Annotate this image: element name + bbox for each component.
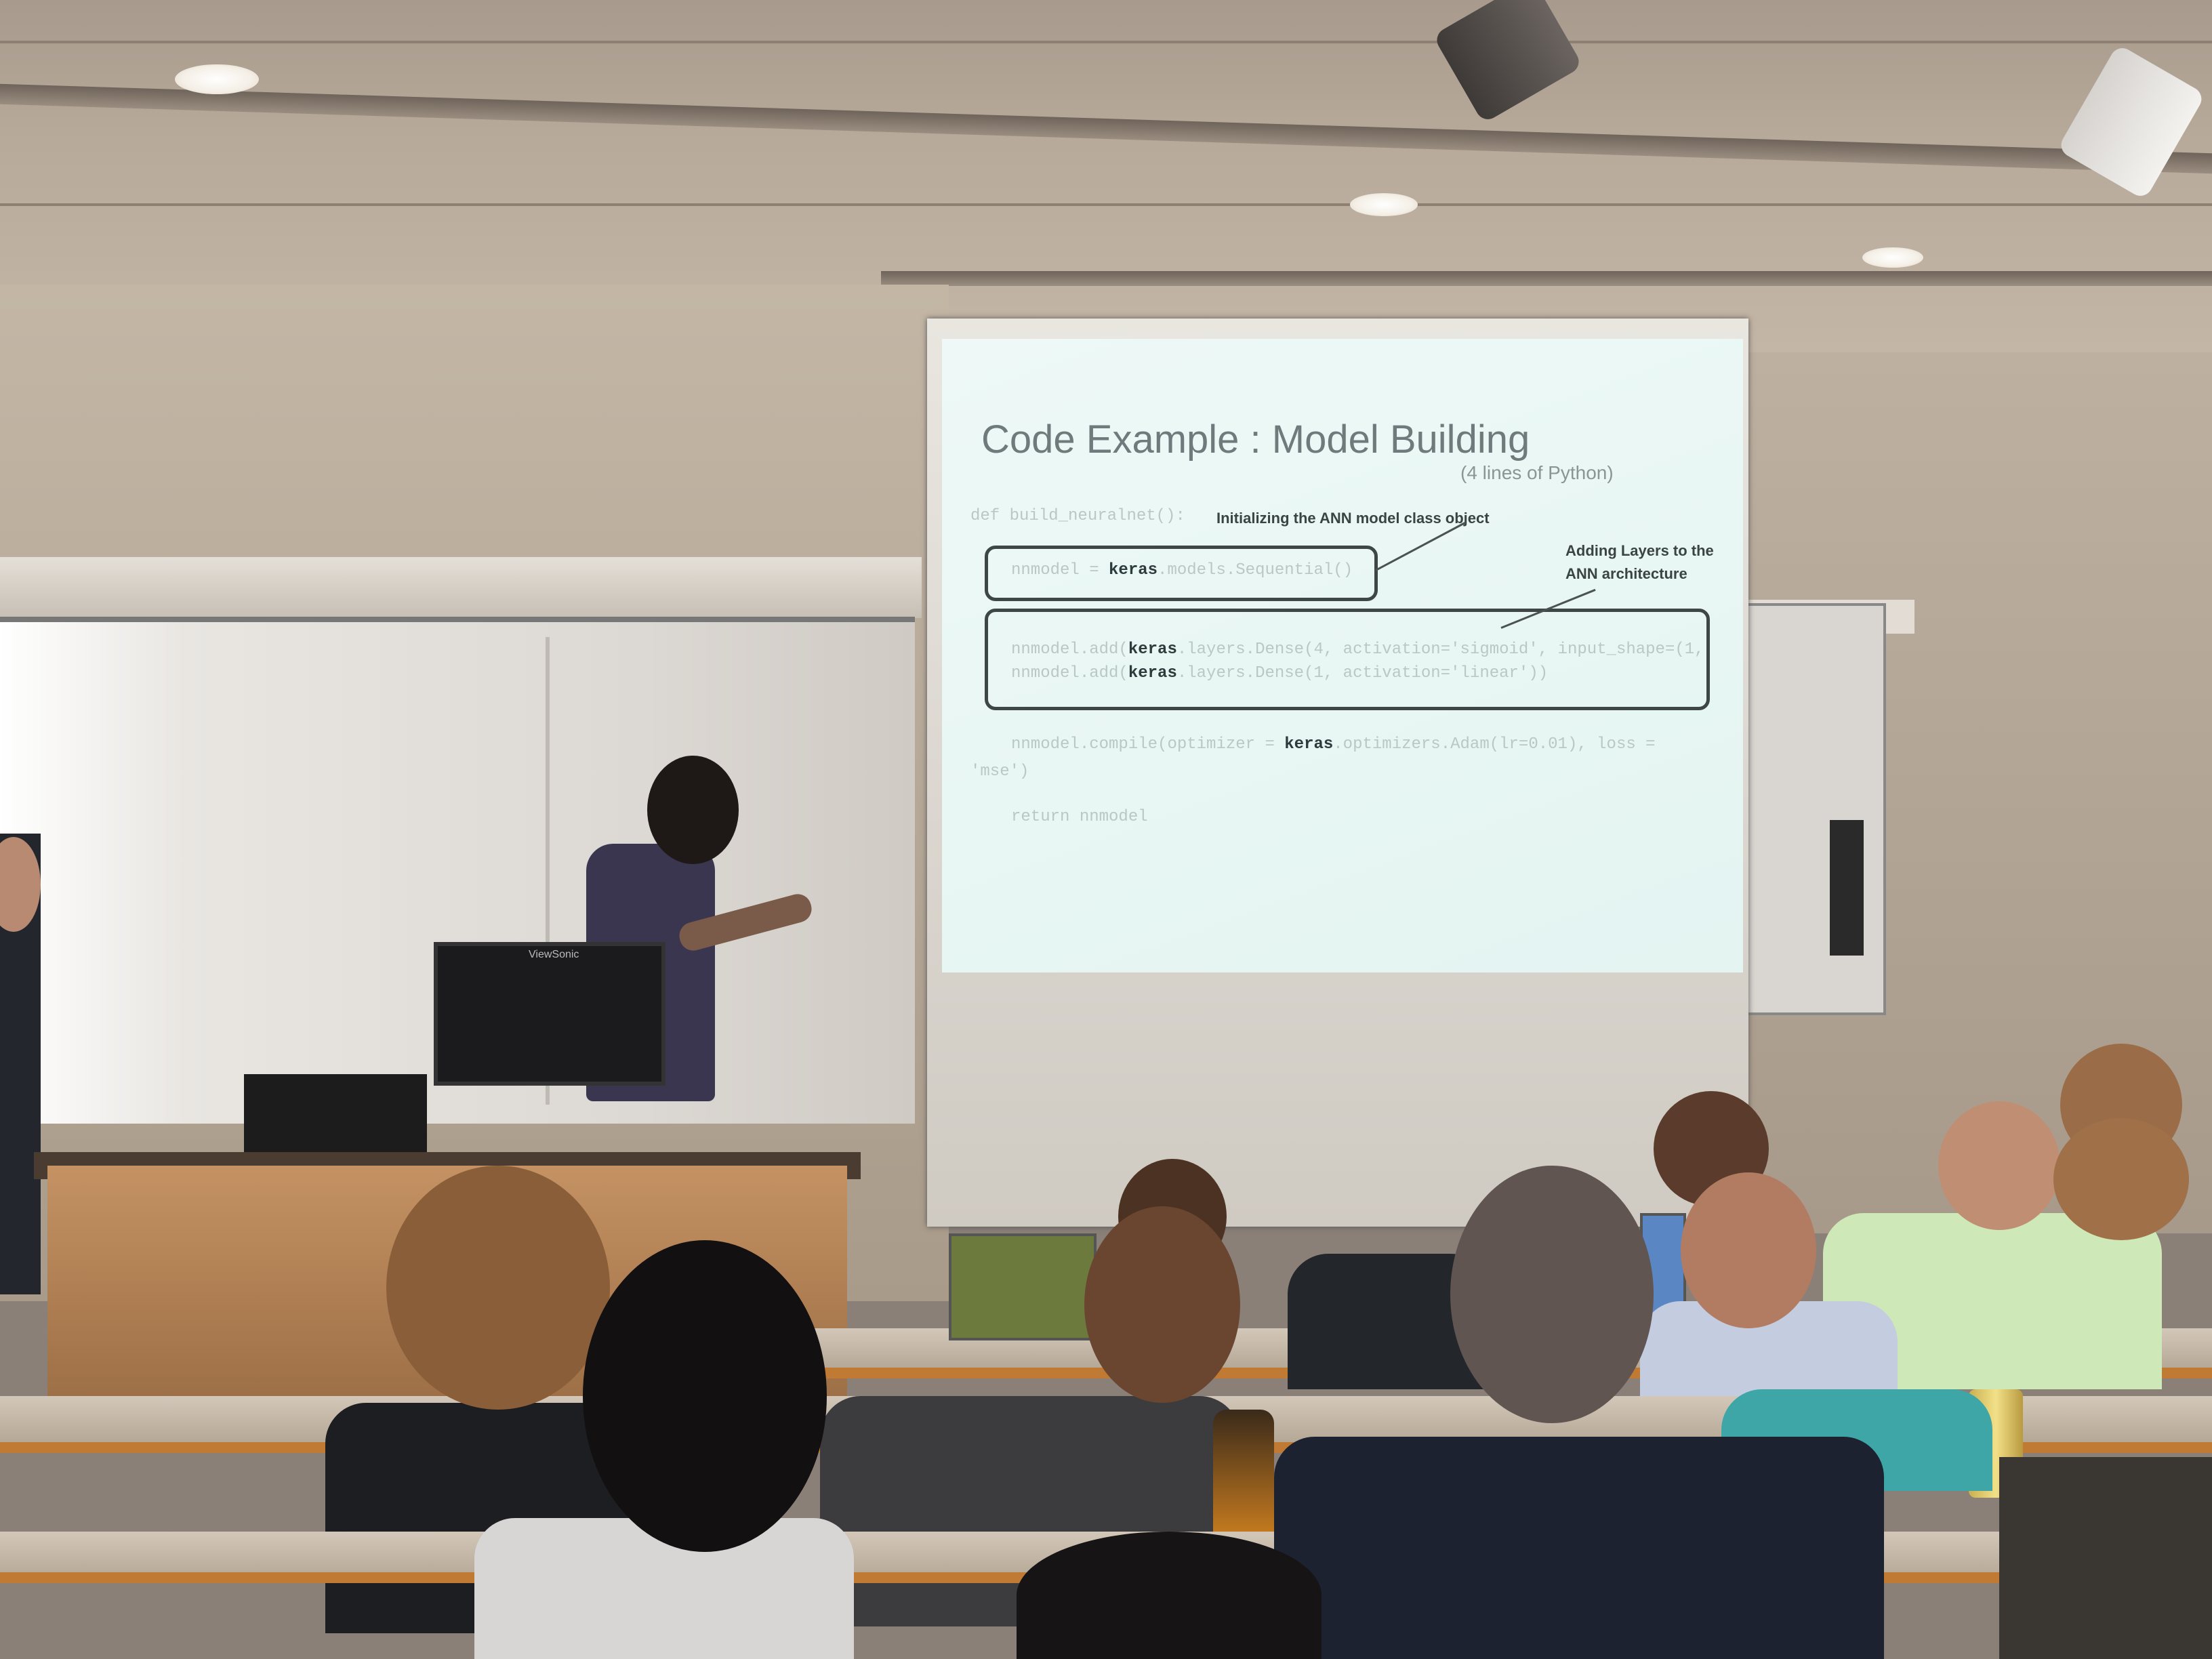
code-text: .optimizers.Adam(lr=0.01), loss = (1333, 735, 1656, 754)
ceiling-tile-line (0, 41, 2212, 43)
track-spotlight (1432, 0, 1584, 124)
code-text: .layers.Dense(1, activation='linear')) (1176, 664, 1549, 682)
whiteboard-shelf (0, 557, 922, 618)
code-def-line: def build_neuralnet(): (970, 507, 1185, 525)
code-text: nnmodel.add( (1011, 640, 1128, 659)
code-line-4: nnmodel.compile(optimizer = keras.optimi… (1011, 735, 1656, 754)
annotation-init: Initializing the ANN model class object (1216, 510, 1490, 527)
audience-head (583, 1240, 827, 1552)
code-text: nnmodel = (1011, 561, 1109, 579)
audience-member (1999, 1457, 2212, 1659)
right-whiteboard (1745, 603, 1886, 1015)
projected-slide (942, 339, 1743, 972)
code-text: .layers.Dense(4, activation='sigmoid', i… (1176, 640, 1704, 659)
audience-head (1938, 1101, 2060, 1230)
audience-head (1681, 1172, 1816, 1328)
audience-head (1450, 1166, 1654, 1423)
audience-head (386, 1166, 610, 1410)
slide-subtitle: (4 lines of Python) (1460, 462, 1614, 483)
ceiling-beam (0, 83, 2212, 174)
monitor-brand: ViewSonic (529, 949, 579, 960)
ceiling-light (175, 64, 259, 94)
ceiling-beam (881, 271, 2212, 286)
annotation-layers-line2: ANN architecture (1565, 565, 1687, 582)
highlight-box-layers (985, 609, 1710, 710)
ceiling-tile-line (0, 203, 2212, 206)
audience-head (2053, 1118, 2189, 1240)
slide-title: Code Example : Model Building (981, 417, 1530, 462)
presenter-head (647, 756, 739, 864)
audience-head (1017, 1532, 1322, 1659)
whiteboard-divider (546, 637, 550, 1105)
code-return-line: return nnmodel (1011, 808, 1148, 826)
audience-member (1274, 1437, 1884, 1659)
code-text: .models.Sequential() (1158, 561, 1353, 579)
highlight-box-init (985, 546, 1378, 601)
code-text: nnmodel.compile(optimizer = (1011, 735, 1285, 754)
ceiling-light (1862, 247, 1923, 268)
wall-control-panel (1830, 820, 1864, 956)
code-keyword: keras (1128, 664, 1177, 682)
code-line-2: nnmodel.add(keras.layers.Dense(4, activa… (1011, 640, 1704, 659)
code-line-3: nnmodel.add(keras.layers.Dense(1, activa… (1011, 664, 1548, 682)
audience-head (1084, 1206, 1240, 1403)
code-keyword: keras (1128, 640, 1177, 659)
annotation-layers-line1: Adding Layers to the (1565, 542, 1714, 559)
code-line-4-cont: 'mse') (970, 762, 1029, 781)
track-spotlight (2057, 43, 2206, 201)
code-text: nnmodel.add( (1011, 664, 1128, 682)
podium-monitor (434, 942, 665, 1086)
ceiling-light (1350, 193, 1418, 216)
code-keyword: keras (1284, 735, 1334, 754)
code-line-1: nnmodel = keras.models.Sequential() (1011, 561, 1353, 579)
audience-laptop (949, 1233, 1097, 1340)
code-keyword: keras (1109, 561, 1158, 579)
